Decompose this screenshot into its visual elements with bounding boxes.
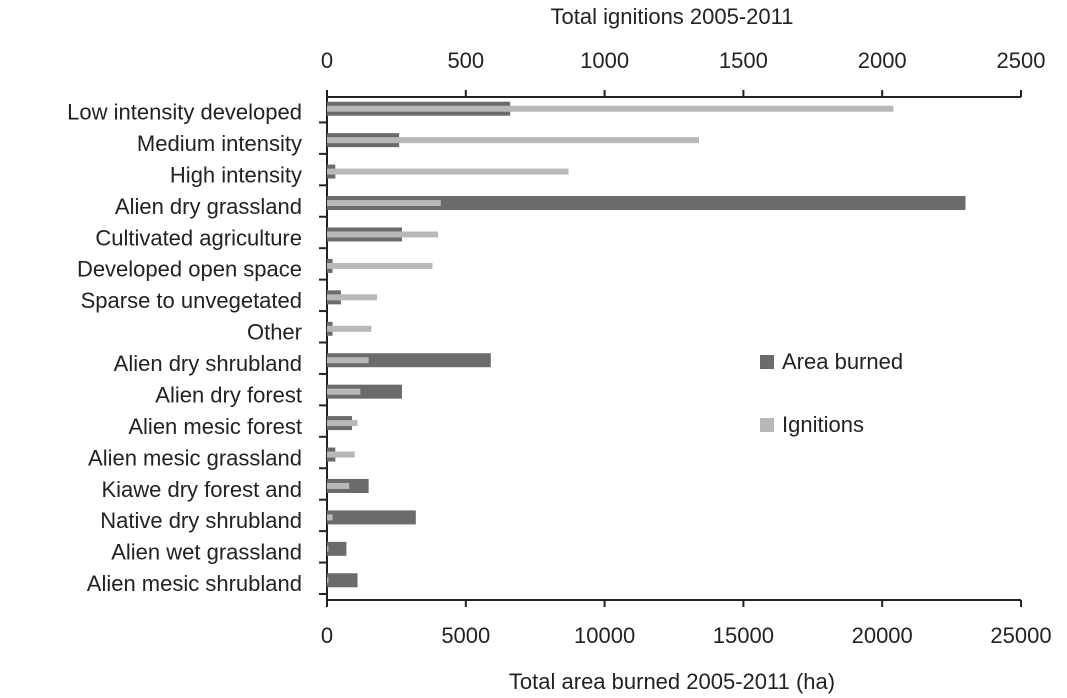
- x-tick-label: 20000: [852, 623, 913, 648]
- y-tick-label: Alien mesic forest: [128, 414, 302, 439]
- x-tick-label: 15000: [713, 623, 774, 648]
- bar: [327, 105, 894, 112]
- bar: [327, 545, 329, 552]
- y-tick-label: High intensity: [170, 162, 302, 187]
- x-tick-label: 5000: [441, 623, 490, 648]
- y-tick-label: Alien mesic shrubland: [87, 571, 302, 596]
- bar: [327, 384, 402, 399]
- top-axis-title: Total ignitions 2005-2011: [551, 4, 794, 29]
- y-tick-label: Sparse to unvegetated: [81, 288, 302, 313]
- bar: [327, 514, 333, 521]
- bar: [327, 577, 329, 584]
- x2-tick-label: 0: [321, 48, 333, 73]
- bar: [327, 573, 358, 588]
- x2-tick-label: 1500: [719, 48, 768, 73]
- y-tick-label: Native dry shrubland: [100, 508, 302, 533]
- x-tick-label: 10000: [574, 623, 635, 648]
- x2-tick-label: 500: [447, 48, 484, 73]
- bar: [327, 482, 350, 489]
- y-tick-label: Alien mesic grassland: [88, 445, 302, 470]
- x2-tick-label: 1000: [580, 48, 629, 73]
- y-tick-label: Alien wet grassland: [111, 540, 302, 565]
- legend-label: Area burned: [782, 349, 903, 374]
- bar: [327, 200, 441, 207]
- y-tick-label: Alien dry forest: [155, 382, 302, 407]
- y-tick-label: Low intensity developed: [67, 100, 302, 125]
- x-tick-label: 0: [321, 623, 333, 648]
- y-tick-label: Alien dry shrubland: [114, 351, 302, 376]
- y-tick-label: Medium intensity: [137, 131, 302, 156]
- bar: [327, 137, 699, 144]
- x2-tick-label: 2500: [997, 48, 1046, 73]
- bar: [327, 353, 491, 368]
- bar: [327, 451, 355, 458]
- legend-swatch: [760, 418, 774, 432]
- bar: [327, 196, 966, 211]
- bar: [327, 294, 377, 301]
- bottom-axis-title: Total area burned 2005-2011 (ha): [509, 669, 835, 694]
- bar: [327, 262, 433, 269]
- bar: [327, 357, 369, 364]
- bar: [327, 420, 358, 427]
- bar: [327, 388, 361, 395]
- bar: [327, 510, 416, 525]
- bar: [327, 541, 347, 556]
- y-tick-label: Cultivated agriculture: [95, 225, 302, 250]
- bar: [327, 325, 372, 332]
- bar: [327, 168, 569, 175]
- legend-label: Ignitions: [782, 412, 864, 437]
- x2-tick-label: 2000: [858, 48, 907, 73]
- x-tick-label: 25000: [990, 623, 1051, 648]
- y-tick-label: Alien dry grassland: [115, 194, 302, 219]
- legend-swatch: [760, 355, 774, 369]
- bar: [327, 231, 439, 238]
- y-tick-label: Other: [247, 320, 302, 345]
- y-tick-label: Developed open space: [77, 257, 302, 282]
- y-tick-label: Kiawe dry forest and: [101, 477, 302, 502]
